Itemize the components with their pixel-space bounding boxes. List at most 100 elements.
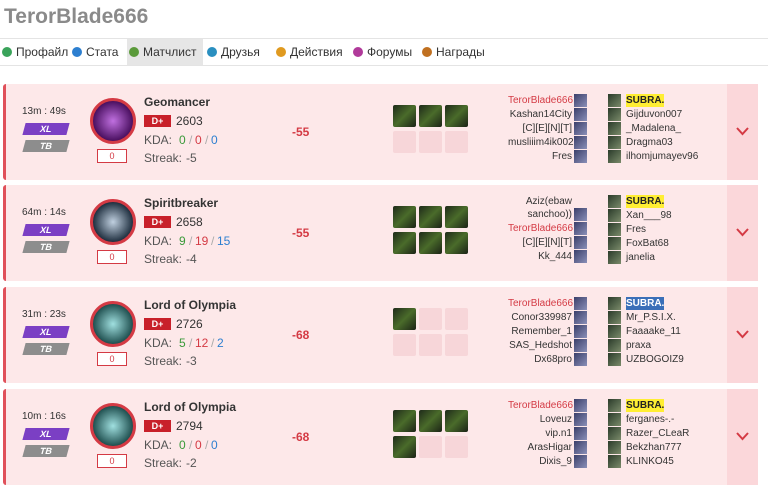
nav-tab[interactable]: Друзья xyxy=(205,39,272,65)
expand-button[interactable] xyxy=(727,389,758,485)
player-name: musliiim4ik002 xyxy=(508,137,574,148)
hero-portrait xyxy=(90,301,136,347)
expand-button[interactable] xyxy=(727,287,758,383)
score-box: 0 xyxy=(97,454,127,468)
player-avatar xyxy=(574,122,587,135)
player-name: ArasHigar xyxy=(527,442,572,453)
item-slot xyxy=(419,436,442,458)
player-name: Razer_CLeaR xyxy=(626,428,690,439)
versus-icon xyxy=(595,124,603,132)
rank-badge: D+ xyxy=(144,420,171,432)
nav-tab[interactable]: Профайл xyxy=(0,39,68,65)
tab-icon xyxy=(207,47,217,57)
kda-value: 0 xyxy=(211,438,218,452)
item-slot xyxy=(419,308,442,330)
player-avatar xyxy=(608,122,621,135)
streak-label: Streak: xyxy=(144,456,183,470)
nav-tab[interactable]: Действия xyxy=(274,39,349,65)
kda-separator: / xyxy=(189,438,193,452)
versus-icon xyxy=(595,238,603,246)
player-name: [C][E][N][T] xyxy=(522,123,572,134)
player-name: janelia xyxy=(626,252,655,263)
versus-icon xyxy=(595,341,603,349)
item-slot xyxy=(393,206,416,228)
match-duration: 13m : 49s xyxy=(22,106,66,117)
versus-icon xyxy=(595,110,603,118)
player-avatar xyxy=(574,353,587,366)
versus-icon xyxy=(595,457,603,465)
versus-icon xyxy=(595,299,603,307)
score-box: 0 xyxy=(97,149,127,163)
tab-label: Награды xyxy=(436,45,485,59)
versus-icon xyxy=(595,96,603,104)
item-slot xyxy=(419,206,442,228)
player-avatar xyxy=(574,250,587,263)
chevron-icon xyxy=(736,432,749,441)
player-avatar xyxy=(608,427,621,440)
nav-tab[interactable]: Награды xyxy=(420,39,490,65)
hero-name: Lord of Olympia xyxy=(144,400,237,414)
kda-separator: / xyxy=(189,336,193,350)
player-avatar xyxy=(608,455,621,468)
player-name: Mr_P.S.I.X. xyxy=(626,312,676,323)
hero-portrait xyxy=(90,403,136,449)
match-card: 31m : 23s XL TB 0 Lord of Olympia D+ 2726 KDA: 5… xyxy=(3,287,758,383)
item-slot xyxy=(445,334,468,356)
player-avatar xyxy=(608,339,621,352)
nav-tab[interactable]: Матчлист xyxy=(127,39,203,65)
player-avatar xyxy=(574,311,587,324)
mode-badge: TB xyxy=(22,140,70,152)
kda-separator: / xyxy=(205,133,209,147)
player-name: Kk_444 xyxy=(538,251,572,262)
player-avatar xyxy=(574,150,587,163)
kda-separator: / xyxy=(205,438,209,452)
player-name: UZBOGOIZ9 xyxy=(626,354,684,365)
player-avatar xyxy=(608,136,621,149)
match-duration: 31m : 23s xyxy=(22,309,66,320)
player-name: praxa xyxy=(626,340,652,351)
mmr-delta: -55 xyxy=(292,125,310,139)
size-badge: XL xyxy=(22,326,70,338)
kda-value: 0 xyxy=(179,133,186,147)
player-avatar xyxy=(574,108,587,121)
streak-value: -3 xyxy=(186,354,197,368)
kda-value: 12 xyxy=(195,336,209,350)
item-slot xyxy=(419,334,442,356)
item-slot xyxy=(419,105,442,127)
hero-name: Geomancer xyxy=(144,95,211,109)
player-avatar xyxy=(574,441,587,454)
streak-label: Streak: xyxy=(144,354,183,368)
player-name: Dixis_9 xyxy=(539,456,572,467)
player-avatar xyxy=(608,297,621,310)
hero-name: Spiritbreaker xyxy=(144,196,219,210)
hero-name: Lord of Olympia xyxy=(144,298,237,312)
player-name: KLINKO45 xyxy=(626,456,674,467)
hero-portrait xyxy=(90,98,136,144)
match-card: 10m : 16s XL TB 0 Lord of Olympia D+ 2794 KDA: 0… xyxy=(3,389,758,485)
versus-icon xyxy=(595,401,603,409)
mmr: 2658 xyxy=(176,215,203,229)
kda-label: KDA: xyxy=(144,234,173,248)
item-slot xyxy=(393,410,416,432)
player-name: Fres xyxy=(626,224,646,235)
tab-label: Действия xyxy=(290,45,343,59)
streak-value: -4 xyxy=(186,252,197,266)
item-slot xyxy=(445,308,468,330)
player-name: TerorBlade666 xyxy=(508,223,574,234)
player-name: FoxBat68 xyxy=(626,238,669,249)
player-avatar xyxy=(574,136,587,149)
expand-button[interactable] xyxy=(727,84,758,180)
kda-separator: / xyxy=(189,133,193,147)
item-slot xyxy=(393,105,416,127)
player-avatar xyxy=(608,195,621,208)
item-slot xyxy=(419,131,442,153)
kda-label: KDA: xyxy=(144,438,173,452)
player-name: Gijduvon007 xyxy=(626,109,683,120)
player-name: [C][E][N][T] xyxy=(522,237,572,248)
nav-tab[interactable]: Стата xyxy=(70,39,125,65)
versus-icon xyxy=(595,152,603,160)
nav-tab[interactable]: Форумы xyxy=(351,39,418,65)
tab-label: Форумы xyxy=(367,45,413,59)
expand-button[interactable] xyxy=(727,185,758,281)
player-name: Xan___98 xyxy=(626,210,672,221)
